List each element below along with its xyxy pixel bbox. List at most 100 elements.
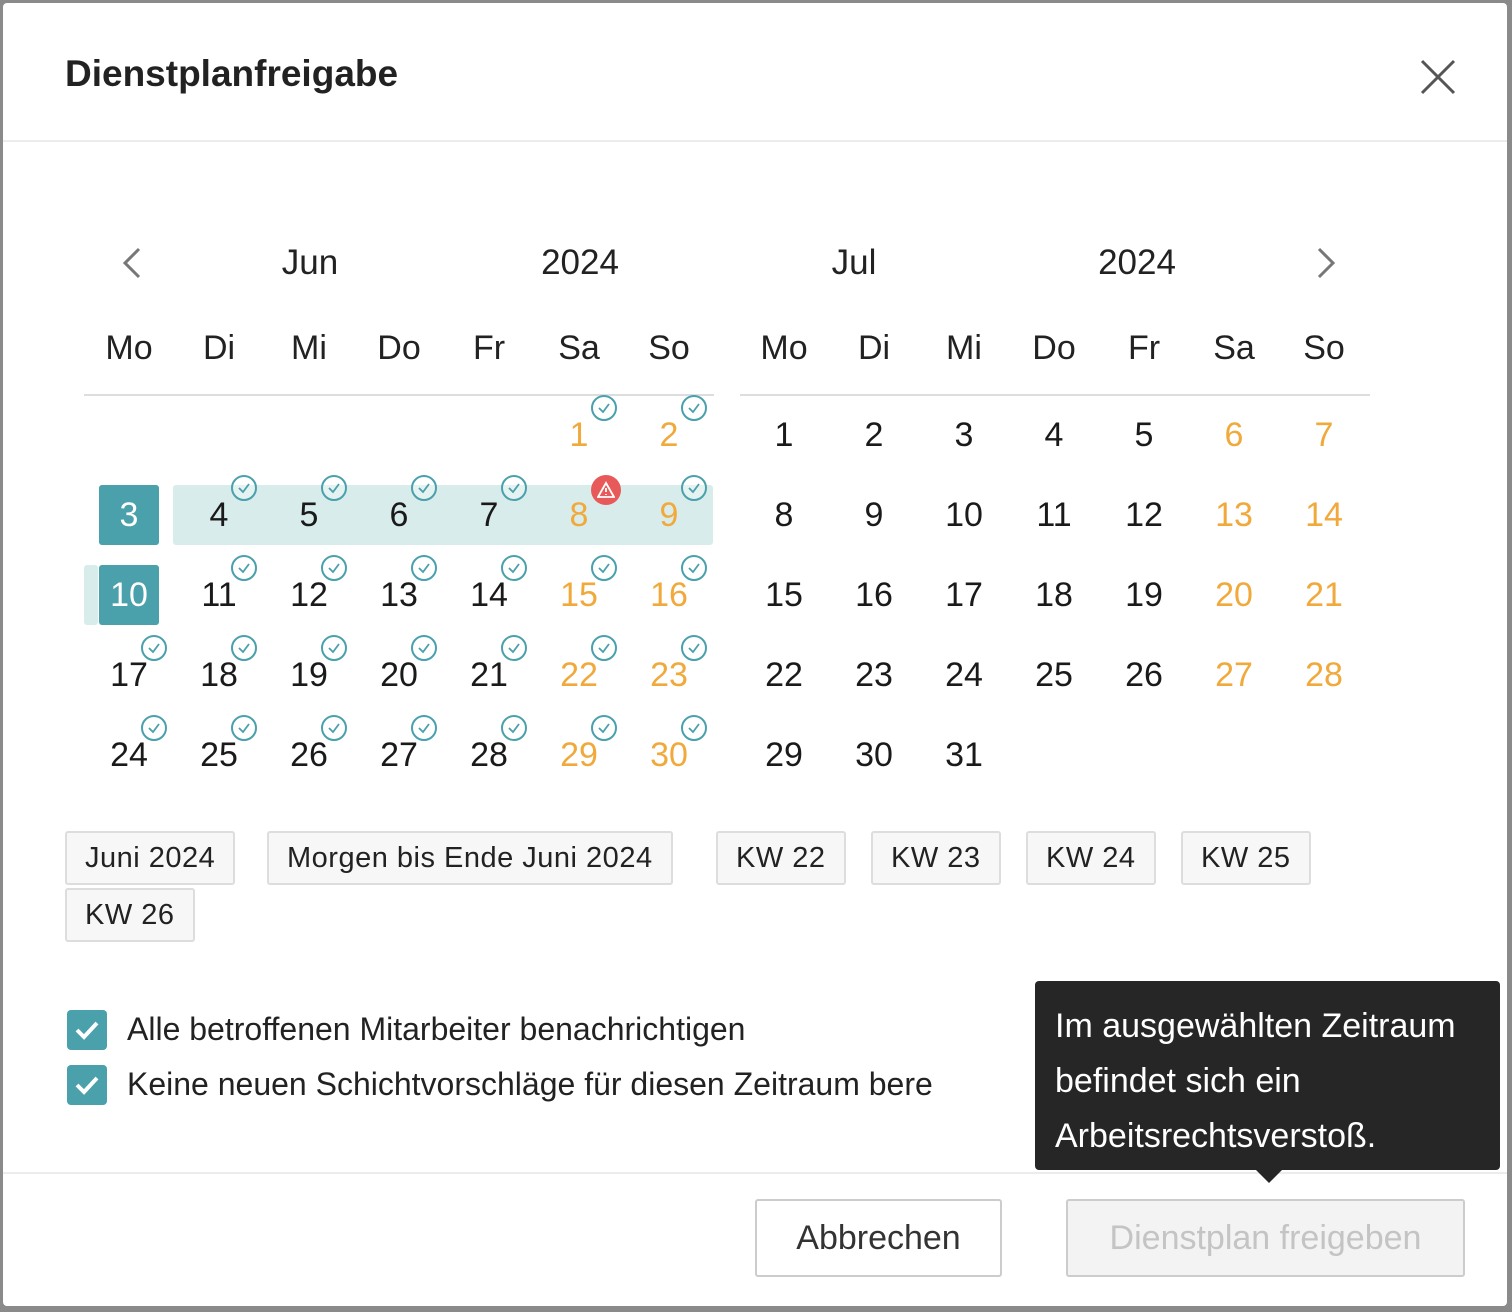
calendar-day[interactable]: 19 [279, 635, 347, 705]
calendar-day[interactable]: 23 [844, 645, 904, 705]
calendar-day[interactable]: 8 [754, 485, 814, 545]
calendar-day[interactable]: 24 [99, 715, 167, 785]
calendar-day[interactable]: 10 [99, 555, 167, 625]
calendar-day[interactable]: 1 [549, 395, 617, 465]
calendar-day[interactable]: 5 [1114, 405, 1174, 465]
calendar-day[interactable]: 22 [549, 635, 617, 705]
calendar-day[interactable]: 22 [754, 645, 814, 705]
calendar-day[interactable]: 26 [1114, 645, 1174, 705]
calendar-day[interactable]: 25 [189, 715, 257, 785]
calendar-day[interactable]: 28 [459, 715, 527, 785]
calendar-day[interactable]: 19 [1114, 565, 1174, 625]
day-number: 4 [1044, 415, 1064, 454]
calendar-day[interactable]: 16 [639, 555, 707, 625]
day-number: 8 [569, 495, 589, 534]
calendar-day[interactable]: 15 [754, 565, 814, 625]
calendar-day[interactable]: 29 [549, 715, 617, 785]
calendar-day[interactable]: 27 [1204, 645, 1264, 705]
calendar-day[interactable]: 11 [1024, 485, 1084, 545]
calendar-day[interactable]: 14 [1294, 485, 1354, 545]
year-label-june[interactable]: 2024 [541, 243, 619, 282]
calendar-day[interactable]: 2 [844, 405, 904, 465]
calendar-day[interactable]: 3 [934, 405, 994, 465]
no-shift-suggestions-label: Keine neuen Schichtvorschläge für diesen… [127, 1066, 933, 1102]
day-number: 31 [945, 735, 983, 774]
calendar-day[interactable]: 18 [189, 635, 257, 705]
calendar-day[interactable]: 20 [369, 635, 437, 705]
weekday-header: Di [857, 329, 891, 367]
prev-month-chevron-icon[interactable] [113, 243, 153, 283]
month-label-july[interactable]: Jul [831, 243, 877, 282]
calendar-day[interactable]: 23 [639, 635, 707, 705]
calendar-day[interactable]: 13 [369, 555, 437, 625]
day-number: 26 [1125, 655, 1163, 694]
day-number: 20 [380, 655, 418, 694]
quick-range-button[interactable]: KW 22 [716, 831, 846, 885]
calendar-day[interactable]: 6 [1204, 405, 1264, 465]
quick-range-button[interactable]: KW 23 [871, 831, 1001, 885]
day-number: 2 [864, 415, 884, 454]
month-label-june[interactable]: Jun [281, 243, 339, 282]
calendar-day[interactable]: 4 [1024, 405, 1084, 465]
calendar-divider [740, 394, 1370, 396]
day-number: 13 [1215, 495, 1253, 534]
calendar-day[interactable]: 17 [934, 565, 994, 625]
calendar-day[interactable]: 16 [844, 565, 904, 625]
calendar-day[interactable]: 11 [189, 555, 257, 625]
weekday-header: So [1303, 329, 1345, 367]
quick-range-button[interactable]: Morgen bis Ende Juni 2024 [267, 831, 673, 885]
calendar-day[interactable]: 10 [934, 485, 994, 545]
calendar-day[interactable]: 26 [279, 715, 347, 785]
calendar-day[interactable]: 14 [459, 555, 527, 625]
day-number: 30 [855, 735, 893, 774]
calendar-day[interactable]: 1 [754, 405, 814, 465]
calendar-day[interactable]: 30 [844, 725, 904, 785]
no-shift-suggestions-checkbox[interactable] [67, 1065, 107, 1105]
quick-range-button[interactable]: KW 26 [65, 888, 195, 942]
calendar-day[interactable]: 17 [99, 635, 167, 705]
weekday-header: Mi [291, 329, 327, 367]
notify-employees-checkbox[interactable] [67, 1010, 107, 1050]
calendar-day[interactable]: 21 [1294, 565, 1354, 625]
calendar-day[interactable]: 2 [639, 395, 707, 465]
calendar-day[interactable]: 20 [1204, 565, 1264, 625]
cancel-button[interactable]: Abbrechen [755, 1199, 1002, 1277]
calendar-day[interactable]: 29 [754, 725, 814, 785]
calendar-day[interactable]: 25 [1024, 645, 1084, 705]
calendar-day[interactable]: 9 [844, 485, 904, 545]
calendar-day[interactable]: 6 [369, 475, 437, 545]
calendar-day[interactable]: 15 [549, 555, 617, 625]
next-month-chevron-icon[interactable] [1305, 243, 1345, 283]
day-number: 21 [1305, 575, 1343, 614]
calendar-day[interactable]: 4 [189, 475, 257, 545]
day-number: 27 [380, 735, 418, 774]
quick-range-button[interactable]: KW 24 [1026, 831, 1156, 885]
calendar-day[interactable]: 31 [934, 725, 994, 785]
calendar-day[interactable]: 7 [459, 475, 527, 545]
calendar-day[interactable]: 8 [549, 475, 621, 545]
quick-range-button[interactable]: KW 25 [1181, 831, 1311, 885]
calendar-day[interactable]: 27 [369, 715, 437, 785]
calendar-day[interactable]: 9 [639, 475, 707, 545]
checkmark-icon [231, 715, 257, 741]
day-number: 14 [470, 575, 508, 614]
checkmark-icon [501, 555, 527, 581]
calendar-day[interactable]: 7 [1294, 405, 1354, 465]
calendar-day[interactable]: 30 [639, 715, 707, 785]
calendar-day[interactable]: 5 [279, 475, 347, 545]
checkmark-icon [411, 715, 437, 741]
day-number: 29 [560, 735, 598, 774]
day-number: 7 [1314, 415, 1334, 454]
release-roster-button[interactable]: Dienstplan freigeben [1066, 1199, 1465, 1277]
calendar-day[interactable]: 12 [279, 555, 347, 625]
calendar-day[interactable]: 24 [934, 645, 994, 705]
calendar-day[interactable]: 12 [1114, 485, 1174, 545]
calendar-day[interactable]: 3 [99, 485, 159, 545]
year-label-july[interactable]: 2024 [1098, 243, 1176, 282]
close-icon[interactable] [1416, 55, 1460, 99]
calendar-day[interactable]: 21 [459, 635, 527, 705]
quick-range-button[interactable]: Juni 2024 [65, 831, 236, 885]
calendar-day[interactable]: 18 [1024, 565, 1084, 625]
calendar-day[interactable]: 28 [1294, 645, 1354, 705]
calendar-day[interactable]: 13 [1204, 485, 1264, 545]
